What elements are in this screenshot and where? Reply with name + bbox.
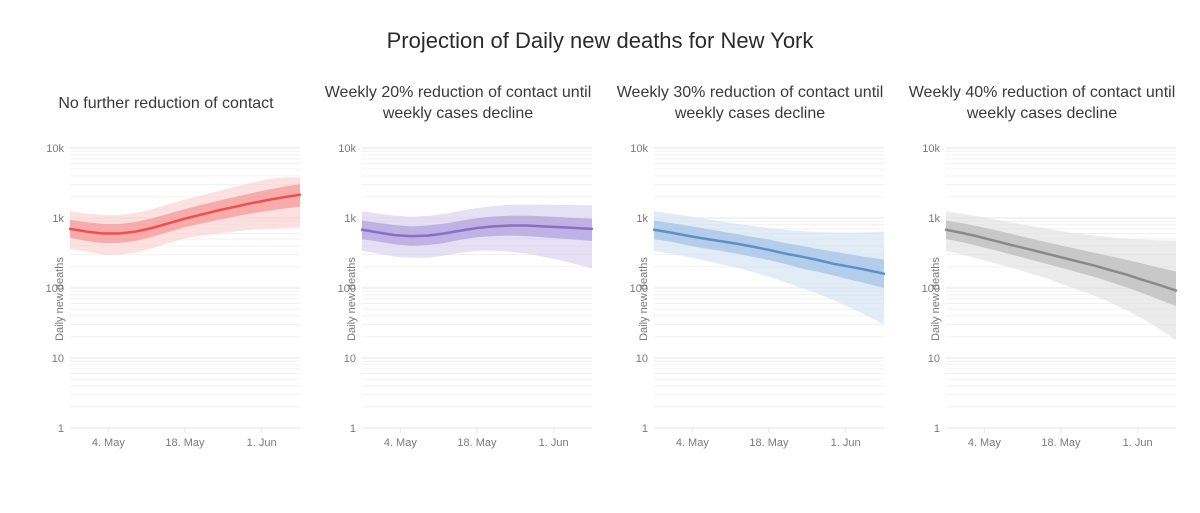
x-tick-label: 4. May (968, 437, 1002, 449)
x-tick-label: 4. May (92, 437, 126, 449)
x-tick-label: 4. May (676, 437, 710, 449)
x-tick-label: 1. Jun (831, 437, 861, 449)
panel-title: No further reduction of contact (52, 72, 279, 136)
x-tick-label: 1. Jun (247, 437, 277, 449)
y-tick-label: 1 (934, 423, 940, 435)
y-axis-label: Daily new deaths (54, 257, 66, 341)
x-tick-label: 4. May (384, 437, 418, 449)
y-tick-label: 1k (344, 213, 356, 225)
y-axis-label: Daily new deaths (346, 257, 358, 341)
chart-svg: 1101001k10k4. May18. May1. Jun (608, 140, 892, 458)
y-tick-label: 10k (46, 143, 64, 155)
panel-3: Weekly 40% reduction of contact until we… (900, 72, 1184, 458)
y-tick-label: 1 (58, 423, 64, 435)
chart-svg: 1101001k10k4. May18. May1. Jun (900, 140, 1184, 458)
y-tick-label: 10 (928, 353, 940, 365)
panel-2: Weekly 30% reduction of contact until we… (608, 72, 892, 458)
x-tick-label: 18. May (1041, 437, 1081, 449)
y-tick-label: 1k (636, 213, 648, 225)
y-tick-label: 10 (344, 353, 356, 365)
panel-title: Weekly 40% reduction of contact until we… (900, 72, 1184, 136)
y-tick-label: 10k (630, 143, 648, 155)
y-tick-label: 1k (52, 213, 64, 225)
panel-0: No further reduction of contact Daily new… (24, 72, 308, 458)
y-tick-label: 10 (636, 353, 648, 365)
y-axis-label: Daily new deaths (930, 257, 942, 341)
x-tick-label: 1. Jun (1123, 437, 1153, 449)
main-title: Projection of Daily new deaths for New Y… (24, 28, 1176, 54)
x-tick-label: 18. May (165, 437, 205, 449)
y-tick-label: 1 (350, 423, 356, 435)
x-tick-label: 1. Jun (539, 437, 569, 449)
chart-svg: 1101001k10k4. May18. May1. Jun (24, 140, 308, 458)
x-tick-label: 18. May (457, 437, 497, 449)
chart-wrap: Daily new deaths1101001k10k4. May18. May… (316, 140, 600, 458)
chart-svg: 1101001k10k4. May18. May1. Jun (316, 140, 600, 458)
panel-title: Weekly 30% reduction of contact until we… (608, 72, 892, 136)
y-axis-label: Daily new deaths (638, 257, 650, 341)
panels-grid: No further reduction of contact Daily new… (24, 72, 1176, 458)
y-tick-label: 1k (928, 213, 940, 225)
y-tick-label: 10 (52, 353, 64, 365)
panel-title: Weekly 20% reduction of contact until we… (316, 72, 600, 136)
chart-wrap: Daily new deaths1101001k10k4. May18. May… (900, 140, 1184, 458)
chart-wrap: Daily new deaths1101001k10k4. May18. May… (608, 140, 892, 458)
chart-wrap: Daily new deaths1101001k10k4. May18. May… (24, 140, 308, 458)
x-tick-label: 18. May (749, 437, 789, 449)
y-tick-label: 10k (338, 143, 356, 155)
y-tick-label: 10k (922, 143, 940, 155)
panel-1: Weekly 20% reduction of contact until we… (316, 72, 600, 458)
y-tick-label: 1 (642, 423, 648, 435)
